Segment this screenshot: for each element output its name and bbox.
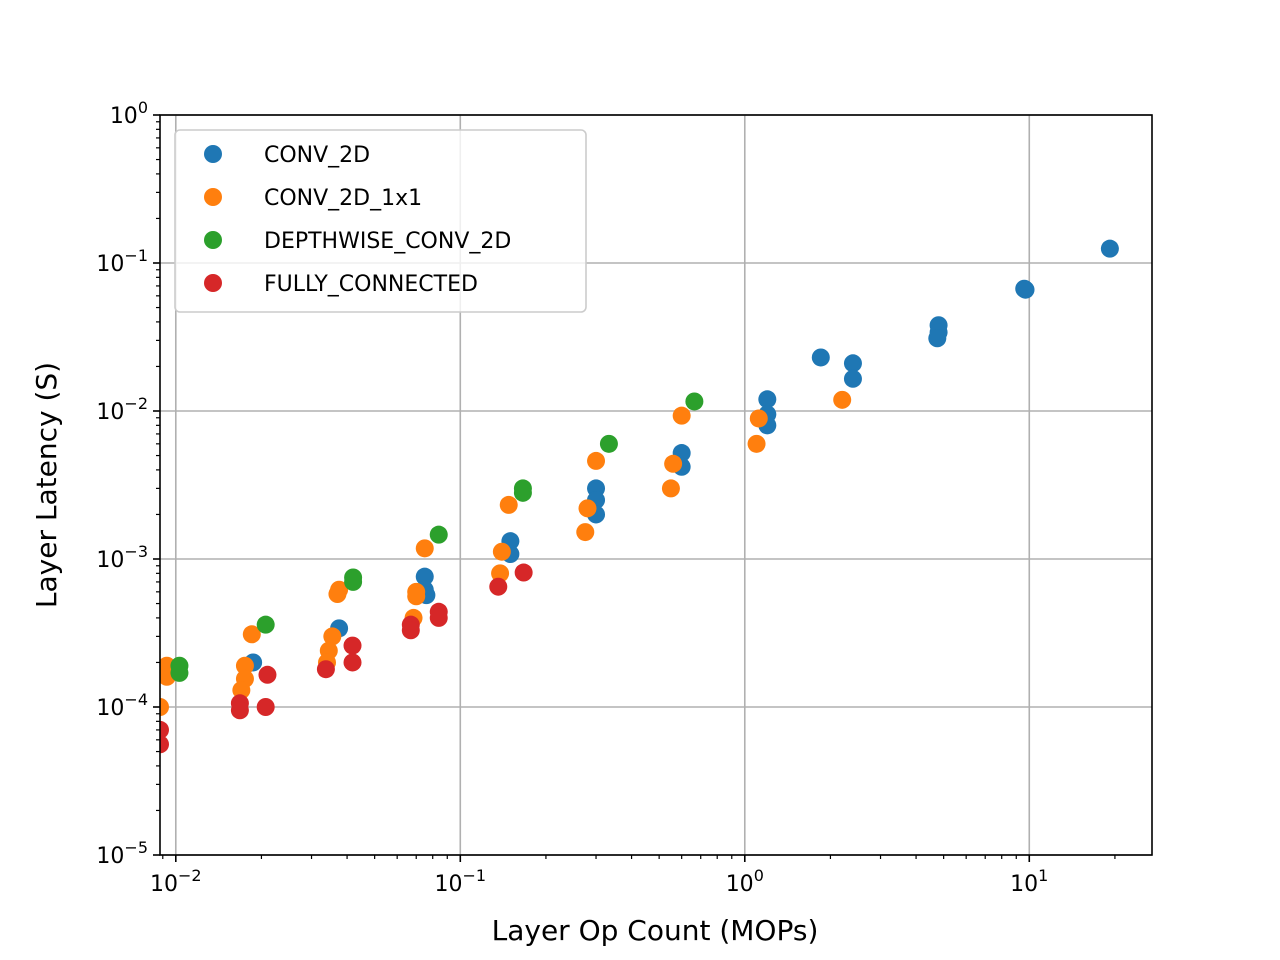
legend-marker: [204, 145, 222, 163]
legend-label: CONV_2D: [264, 143, 370, 168]
data-point-conv-2d: [758, 390, 777, 409]
data-point-conv-2d: [415, 567, 434, 586]
data-point-conv-2d-1x1: [160, 698, 169, 716]
data-point-conv-2d-1x1: [323, 627, 342, 646]
legend: CONV_2D CONV_2D_1x1 DEPTHWISE_CONV_2D FULLY…: [174, 129, 587, 313]
legend-label: CONV_2D_1x1: [264, 186, 422, 211]
legend-label: FULLY_CONNECTED: [264, 272, 478, 297]
data-point-conv-2d-1x1: [749, 409, 768, 428]
data-point-depthwise-conv-2d: [344, 572, 363, 591]
data-point-fully-connected: [316, 660, 335, 679]
y-tick-label: 10−3: [96, 542, 148, 573]
data-point-conv-2d-1x1: [492, 542, 511, 561]
y-tick-label: 100: [110, 98, 148, 129]
plot-frame: [159, 114, 1153, 856]
data-point-depthwise-conv-2d: [599, 434, 618, 453]
data-point-conv-2d-1x1: [499, 495, 518, 514]
data-point-conv-2d-1x1: [242, 625, 261, 644]
data-point-conv-2d: [1016, 280, 1035, 299]
legend-marker: [204, 231, 222, 249]
y-tick-label: 10−2: [96, 394, 148, 425]
data-point-conv-2d: [843, 369, 862, 388]
data-point-fully-connected: [160, 720, 169, 739]
data-point-depthwise-conv-2d: [513, 483, 532, 502]
x-tick-label: 10−1: [434, 866, 486, 897]
data-point-fully-connected: [514, 563, 533, 582]
data-point-conv-2d: [843, 354, 862, 373]
data-point-depthwise-conv-2d: [685, 392, 704, 411]
data-point-conv-2d: [811, 348, 830, 367]
y-tick-label: 10−1: [96, 246, 148, 277]
data-point-conv-2d: [928, 329, 947, 348]
data-point-conv-2d-1x1: [232, 681, 251, 700]
data-point-conv-2d-1x1: [587, 451, 606, 470]
legend-box: [174, 129, 587, 313]
data-point-depthwise-conv-2d: [429, 525, 448, 544]
data-point-fully-connected: [489, 577, 508, 596]
y-tick-label: 10−5: [96, 838, 148, 869]
legend-label: DEPTHWISE_CONV_2D: [264, 229, 511, 254]
data-point-conv-2d-1x1: [747, 434, 766, 453]
data-point-fully-connected: [256, 698, 275, 716]
y-axis-label: Layer Latency (S): [30, 362, 63, 608]
data-point-fully-connected: [429, 608, 448, 627]
data-points: [160, 239, 1119, 754]
axes: [153, 114, 1153, 862]
data-point-conv-2d-1x1: [661, 479, 680, 498]
data-point-conv-2d-1x1: [235, 656, 254, 675]
data-point-conv-2d-1x1: [672, 406, 691, 425]
data-point-conv-2d-1x1: [664, 454, 683, 473]
data-point-conv-2d-1x1: [578, 499, 597, 518]
data-point-fully-connected: [343, 653, 362, 672]
data-point-conv-2d-1x1: [576, 523, 595, 542]
x-tick-label: 100: [726, 866, 764, 897]
data-point-conv-2d-1x1: [407, 587, 426, 606]
tick-labels: 10−2 10−1 100 101 10−5 10−4 10−3 10−2 10−1 100: [96, 98, 1048, 897]
y-tick-label: 10−4: [96, 690, 148, 721]
data-point-conv-2d-1x1: [491, 564, 510, 583]
data-point-conv-2d-1x1: [415, 539, 434, 558]
data-point-fully-connected: [230, 701, 249, 720]
data-point-conv-2d: [1100, 239, 1119, 258]
data-point-fully-connected: [160, 735, 169, 754]
data-point-depthwise-conv-2d: [170, 663, 189, 682]
data-point-fully-connected: [401, 621, 420, 640]
data-point-depthwise-conv-2d: [256, 615, 275, 634]
data-point-fully-connected: [258, 665, 277, 684]
x-tick-label: 101: [1010, 866, 1048, 897]
data-point-conv-2d-1x1: [328, 585, 347, 604]
x-tick-label: 10−2: [150, 866, 202, 897]
legend-marker: [204, 274, 222, 292]
x-axis-label: Layer Op Count (MOPs): [492, 914, 819, 947]
legend-marker: [204, 188, 222, 206]
data-point-conv-2d-1x1: [833, 390, 852, 409]
data-point-fully-connected: [343, 636, 362, 655]
